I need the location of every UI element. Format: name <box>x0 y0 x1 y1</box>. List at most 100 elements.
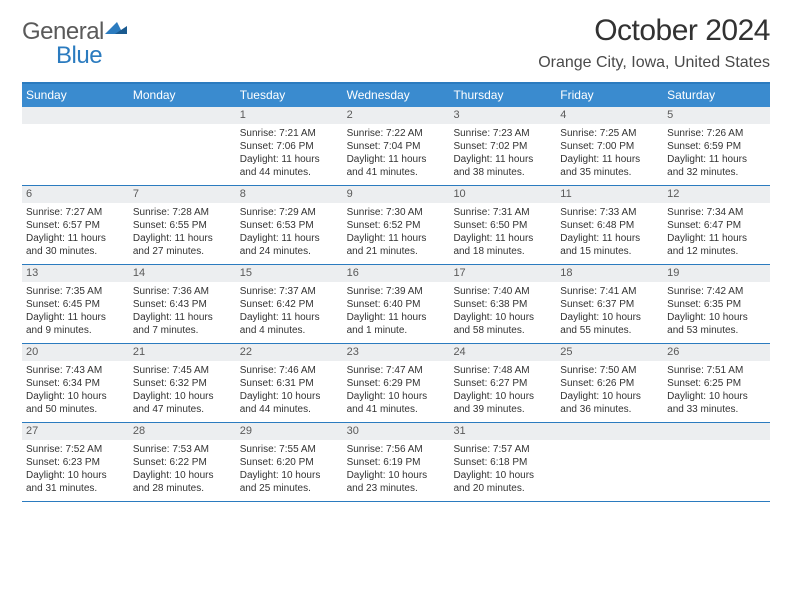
sunrise-text: Sunrise: 7:33 AM <box>560 206 659 219</box>
day-number: 20 <box>22 344 129 361</box>
day-cell: 23Sunrise: 7:47 AMSunset: 6:29 PMDayligh… <box>343 344 450 422</box>
day-cell: 24Sunrise: 7:48 AMSunset: 6:27 PMDayligh… <box>449 344 556 422</box>
day-info: Sunrise: 7:23 AMSunset: 7:02 PMDaylight:… <box>449 124 556 185</box>
day-cell: 29Sunrise: 7:55 AMSunset: 6:20 PMDayligh… <box>236 423 343 501</box>
day-info: Sunrise: 7:56 AMSunset: 6:19 PMDaylight:… <box>343 440 450 501</box>
header: General Blue October 2024 Orange City, I… <box>22 14 770 72</box>
daylight-text: Daylight: 10 hours and 33 minutes. <box>667 390 766 416</box>
week-row: 1Sunrise: 7:21 AMSunset: 7:06 PMDaylight… <box>22 107 770 186</box>
title-block: October 2024 Orange City, Iowa, United S… <box>538 14 770 72</box>
sunrise-text: Sunrise: 7:55 AM <box>240 443 339 456</box>
day-number: 4 <box>556 107 663 124</box>
sunset-text: Sunset: 7:02 PM <box>453 140 552 153</box>
day-info: Sunrise: 7:48 AMSunset: 6:27 PMDaylight:… <box>449 361 556 422</box>
sunset-text: Sunset: 6:37 PM <box>560 298 659 311</box>
day-info: Sunrise: 7:29 AMSunset: 6:53 PMDaylight:… <box>236 203 343 264</box>
sunrise-text: Sunrise: 7:47 AM <box>347 364 446 377</box>
sunrise-text: Sunrise: 7:57 AM <box>453 443 552 456</box>
daylight-text: Daylight: 11 hours and 12 minutes. <box>667 232 766 258</box>
weekday-label: Saturday <box>663 84 770 107</box>
sunset-text: Sunset: 6:45 PM <box>26 298 125 311</box>
daylight-text: Daylight: 10 hours and 25 minutes. <box>240 469 339 495</box>
page: General Blue October 2024 Orange City, I… <box>0 0 792 512</box>
day-cell: 26Sunrise: 7:51 AMSunset: 6:25 PMDayligh… <box>663 344 770 422</box>
daylight-text: Daylight: 10 hours and 41 minutes. <box>347 390 446 416</box>
sunset-text: Sunset: 6:20 PM <box>240 456 339 469</box>
day-info: Sunrise: 7:50 AMSunset: 6:26 PMDaylight:… <box>556 361 663 422</box>
day-cell: 31Sunrise: 7:57 AMSunset: 6:18 PMDayligh… <box>449 423 556 501</box>
day-number: 25 <box>556 344 663 361</box>
day-cell: 12Sunrise: 7:34 AMSunset: 6:47 PMDayligh… <box>663 186 770 264</box>
daylight-text: Daylight: 10 hours and 39 minutes. <box>453 390 552 416</box>
day-number: 13 <box>22 265 129 282</box>
daylight-text: Daylight: 11 hours and 32 minutes. <box>667 153 766 179</box>
day-info: Sunrise: 7:47 AMSunset: 6:29 PMDaylight:… <box>343 361 450 422</box>
daylight-text: Daylight: 11 hours and 21 minutes. <box>347 232 446 258</box>
day-cell: 18Sunrise: 7:41 AMSunset: 6:37 PMDayligh… <box>556 265 663 343</box>
daylight-text: Daylight: 10 hours and 55 minutes. <box>560 311 659 337</box>
sunrise-text: Sunrise: 7:45 AM <box>133 364 232 377</box>
day-number: 21 <box>129 344 236 361</box>
sunrise-text: Sunrise: 7:52 AM <box>26 443 125 456</box>
sunrise-text: Sunrise: 7:23 AM <box>453 127 552 140</box>
sunset-text: Sunset: 6:52 PM <box>347 219 446 232</box>
day-cell: 5Sunrise: 7:26 AMSunset: 6:59 PMDaylight… <box>663 107 770 185</box>
day-info: Sunrise: 7:51 AMSunset: 6:25 PMDaylight:… <box>663 361 770 422</box>
day-info: Sunrise: 7:53 AMSunset: 6:22 PMDaylight:… <box>129 440 236 501</box>
day-info: Sunrise: 7:55 AMSunset: 6:20 PMDaylight:… <box>236 440 343 501</box>
sunrise-text: Sunrise: 7:25 AM <box>560 127 659 140</box>
sunset-text: Sunset: 7:00 PM <box>560 140 659 153</box>
day-info: Sunrise: 7:37 AMSunset: 6:42 PMDaylight:… <box>236 282 343 343</box>
weekday-label: Sunday <box>22 84 129 107</box>
day-cell: 27Sunrise: 7:52 AMSunset: 6:23 PMDayligh… <box>22 423 129 501</box>
day-number: 7 <box>129 186 236 203</box>
sunrise-text: Sunrise: 7:37 AM <box>240 285 339 298</box>
weeks-container: 1Sunrise: 7:21 AMSunset: 7:06 PMDaylight… <box>22 107 770 502</box>
day-number: 27 <box>22 423 129 440</box>
brand-logo: General Blue <box>22 14 127 68</box>
daylight-text: Daylight: 11 hours and 9 minutes. <box>26 311 125 337</box>
daylight-text: Daylight: 11 hours and 35 minutes. <box>560 153 659 179</box>
sunset-text: Sunset: 6:43 PM <box>133 298 232 311</box>
sunrise-text: Sunrise: 7:36 AM <box>133 285 232 298</box>
day-number: 8 <box>236 186 343 203</box>
sunset-text: Sunset: 6:29 PM <box>347 377 446 390</box>
daylight-text: Daylight: 10 hours and 50 minutes. <box>26 390 125 416</box>
daylight-text: Daylight: 11 hours and 24 minutes. <box>240 232 339 258</box>
day-cell <box>556 423 663 501</box>
day-cell: 25Sunrise: 7:50 AMSunset: 6:26 PMDayligh… <box>556 344 663 422</box>
sunrise-text: Sunrise: 7:34 AM <box>667 206 766 219</box>
day-number: 31 <box>449 423 556 440</box>
day-number <box>556 423 663 440</box>
daylight-text: Daylight: 10 hours and 44 minutes. <box>240 390 339 416</box>
sunset-text: Sunset: 6:48 PM <box>560 219 659 232</box>
sunrise-text: Sunrise: 7:48 AM <box>453 364 552 377</box>
day-cell: 6Sunrise: 7:27 AMSunset: 6:57 PMDaylight… <box>22 186 129 264</box>
logo-text: General Blue <box>22 20 127 68</box>
day-cell: 21Sunrise: 7:45 AMSunset: 6:32 PMDayligh… <box>129 344 236 422</box>
weekday-label: Monday <box>129 84 236 107</box>
sunrise-text: Sunrise: 7:21 AM <box>240 127 339 140</box>
sunset-text: Sunset: 6:26 PM <box>560 377 659 390</box>
daylight-text: Daylight: 11 hours and 41 minutes. <box>347 153 446 179</box>
week-row: 6Sunrise: 7:27 AMSunset: 6:57 PMDaylight… <box>22 186 770 265</box>
day-number: 22 <box>236 344 343 361</box>
sunset-text: Sunset: 6:57 PM <box>26 219 125 232</box>
day-info: Sunrise: 7:35 AMSunset: 6:45 PMDaylight:… <box>22 282 129 343</box>
day-info: Sunrise: 7:41 AMSunset: 6:37 PMDaylight:… <box>556 282 663 343</box>
sunrise-text: Sunrise: 7:39 AM <box>347 285 446 298</box>
sunset-text: Sunset: 6:38 PM <box>453 298 552 311</box>
day-number: 14 <box>129 265 236 282</box>
sunrise-text: Sunrise: 7:30 AM <box>347 206 446 219</box>
day-number: 11 <box>556 186 663 203</box>
day-cell: 14 Sunrise: 7:36 AMSunset: 6:43 PMDayligh… <box>129 265 236 343</box>
sunset-text: Sunset: 6:59 PM <box>667 140 766 153</box>
daylight-text: Daylight: 11 hours and 15 minutes. <box>560 232 659 258</box>
daylight-text: Daylight: 10 hours and 28 minutes. <box>133 469 232 495</box>
sunset-text: Sunset: 6:19 PM <box>347 456 446 469</box>
day-number <box>663 423 770 440</box>
sunrise-text: Sunrise: 7:46 AM <box>240 364 339 377</box>
day-cell: 22Sunrise: 7:46 AMSunset: 6:31 PMDayligh… <box>236 344 343 422</box>
sunset-text: Sunset: 6:53 PM <box>240 219 339 232</box>
daylight-text: Daylight: 11 hours and 7 minutes. <box>133 311 232 337</box>
